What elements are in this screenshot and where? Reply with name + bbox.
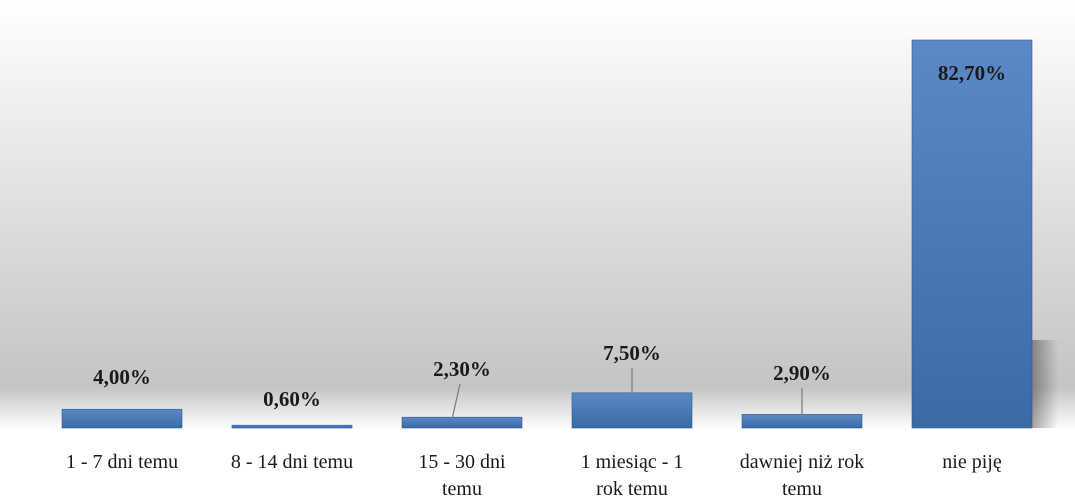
category-label-line: 1 - 7 dni temu [66, 451, 178, 473]
category-labels-layer: 1 - 7 dni temu 8 - 14 dni temu 15 - 30 dni… [66, 451, 1002, 500]
category-label: 1 - 7 dni temu [66, 451, 178, 473]
category-label: 8 - 14 dni temu [231, 451, 353, 473]
category-label-line: 15 - 30 dni [418, 451, 506, 473]
category-label-line: temu [782, 478, 822, 500]
category-label: nie piję [942, 451, 1002, 473]
bars-layer [61, 39, 1058, 429]
data-label: 2,90% [773, 361, 831, 385]
category-label-line: nie piję [942, 451, 1002, 473]
data-label: 2,30% [433, 357, 491, 381]
bar [401, 416, 523, 429]
category-label: 1 miesiąc - 1 rok temu [581, 451, 684, 500]
category-label: dawniej niż rok temu [740, 451, 864, 500]
data-label: 0,60% [263, 387, 321, 411]
category-label-line: rok temu [596, 478, 668, 500]
data-label: 82,70% [938, 61, 1006, 85]
category-label-line: 8 - 14 dni temu [231, 451, 353, 473]
data-labels-layer: 4,00% 0,60% 2,30% 7,50% 2,90% 82,70% [93, 61, 1006, 411]
bar-shadow [1032, 340, 1058, 428]
leader-line [451, 383, 461, 420]
bar [61, 408, 183, 429]
category-label-line: dawniej niż rok [740, 451, 864, 473]
leader-lines-layer [451, 368, 803, 420]
category-label: 15 - 30 dni temu [418, 451, 506, 500]
category-label-line: temu [442, 478, 482, 500]
bar [571, 392, 693, 429]
data-label: 4,00% [93, 365, 151, 389]
bar [231, 424, 353, 429]
category-label-line: 1 miesiąc - 1 [581, 451, 684, 473]
plot-background [0, 0, 1075, 430]
bar [911, 39, 1033, 429]
bar [741, 414, 863, 429]
data-label: 7,50% [603, 341, 661, 365]
